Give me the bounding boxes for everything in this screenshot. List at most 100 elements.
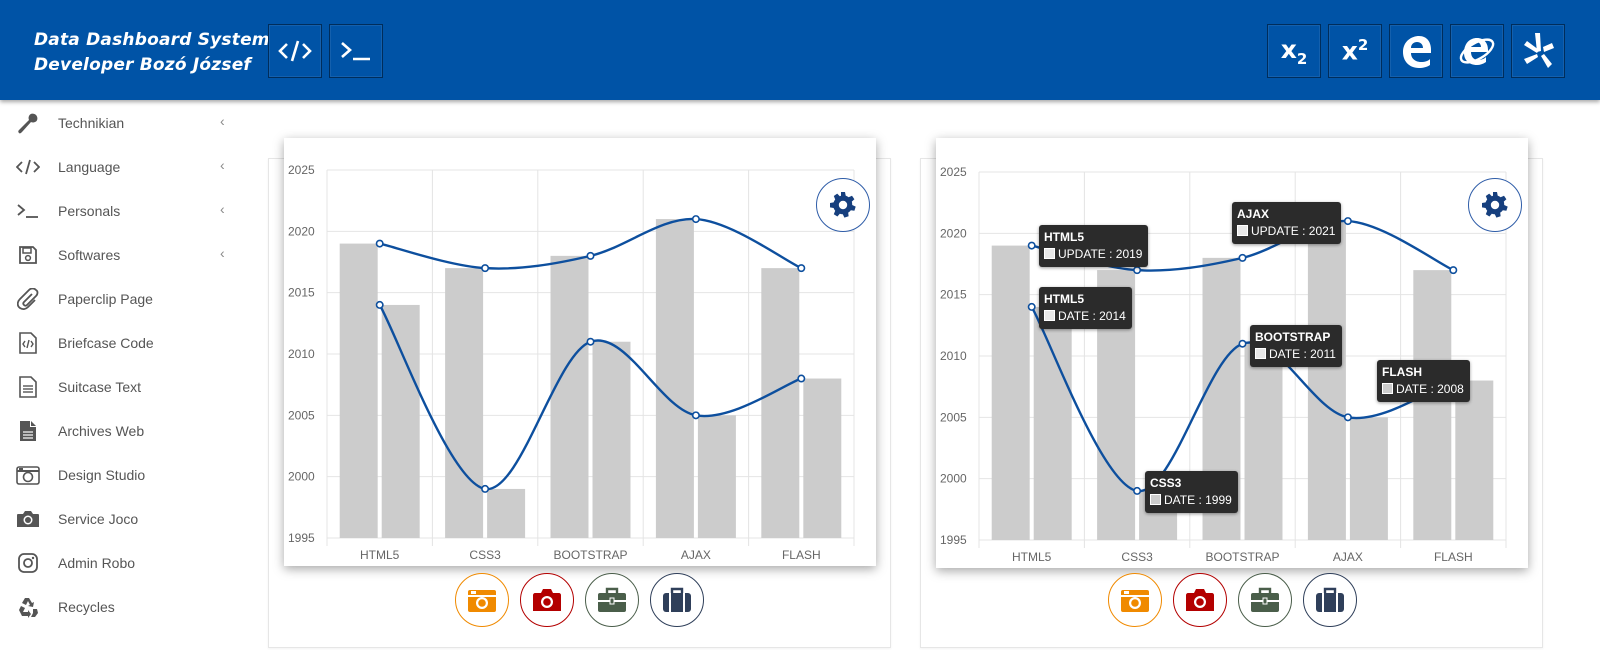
bar-update (1413, 270, 1452, 540)
sidebar-item-recycles[interactable]: Recycles (0, 585, 240, 629)
suitcase-icon (663, 587, 691, 612)
data-point (1238, 339, 1247, 348)
sidebar-item-archives-web[interactable]: Archives Web (0, 409, 240, 453)
briefcase-button[interactable] (585, 573, 639, 627)
camera-icon (533, 589, 561, 611)
data-point (586, 251, 595, 260)
data-point (481, 264, 490, 273)
sidebar-item-admin-robo[interactable]: Admin Robo (0, 541, 240, 585)
x-tick-label: AJAX (681, 548, 711, 562)
tooltip-text: UPDATE : 2021 (1251, 224, 1336, 238)
sidebar-item-language[interactable]: Language ‹ (0, 145, 240, 189)
edge-icon (1403, 36, 1431, 68)
suitcase-button[interactable] (1303, 573, 1357, 627)
file-text-icon (16, 375, 40, 399)
chevron-left-icon: ‹ (220, 113, 225, 129)
sidebar-item-design-studio[interactable]: Design Studio (0, 453, 240, 497)
yelp-button[interactable] (1511, 24, 1565, 78)
chart-tooltip: HTML5 UPDATE : 2019 (1039, 225, 1149, 267)
bar-update (1307, 221, 1346, 541)
chart-settings-button-right[interactable] (1468, 178, 1522, 232)
terminal-icon (341, 42, 370, 61)
bar-date (592, 341, 631, 538)
bar-date (803, 378, 842, 538)
code-button[interactable] (268, 24, 322, 78)
bar-update (991, 245, 1030, 540)
data-point (375, 300, 384, 309)
series-line-update (379, 217, 802, 270)
tooltip-text: UPDATE : 2019 (1058, 247, 1143, 261)
instagram-icon (16, 551, 40, 575)
data-point (1343, 413, 1352, 422)
y-tick-label: 2005 (940, 410, 967, 424)
camera-retro-icon (16, 463, 40, 487)
y-tick-label: 2020 (288, 224, 315, 238)
recycle-icon (16, 595, 40, 619)
superscript-button[interactable]: x2 (1328, 24, 1382, 78)
suitcase-button[interactable] (650, 573, 704, 627)
sidebar-item-label: Admin Robo (58, 555, 136, 571)
sidebar-item-briefcase-code[interactable]: Briefcase Code (0, 321, 240, 365)
camera-retro-button[interactable] (455, 573, 509, 627)
sidebar-item-personals[interactable]: Personals ‹ (0, 189, 240, 233)
tooltip-text: DATE : 1999 (1164, 493, 1232, 507)
file-icon (16, 419, 40, 443)
suitcase-icon (1316, 587, 1344, 612)
chart-settings-button-left[interactable] (816, 178, 870, 232)
x-tick-label: BOOTSTRAP (1205, 550, 1279, 564)
app-title-line2: Developer Bozó József (34, 55, 252, 75)
chart-card-right: 1995 2000 2005 2010 2015 2020 2025 HTML5 CSS3 BOO… (936, 138, 1528, 568)
subscript-button[interactable]: x2 (1267, 24, 1321, 78)
superscript-icon: x2 (1341, 36, 1369, 66)
y-tick-label: 2015 (288, 286, 315, 300)
data-point (1027, 241, 1036, 250)
data-point (691, 411, 700, 420)
sidebar: Technikian ‹ Language ‹ Personals ‹ Soft… (0, 101, 240, 650)
camera-retro-icon (468, 590, 496, 612)
data-point (1343, 217, 1352, 226)
tooltip-text: DATE : 2011 (1269, 347, 1336, 361)
chart-tooltip: BOOTSTRAP DATE : 2011 (1250, 325, 1342, 367)
series-line-date (378, 304, 802, 491)
data-point (375, 239, 384, 248)
data-point (481, 484, 490, 493)
data-point (1238, 253, 1247, 262)
sidebar-item-technikian[interactable]: Technikian ‹ (0, 101, 240, 145)
sidebar-item-label: Technikian (58, 115, 125, 131)
x-tick-label: CSS3 (469, 548, 501, 562)
bar-date (1244, 343, 1283, 540)
sidebar-item-service-joco[interactable]: Service Joco (0, 497, 240, 541)
floppy-disk-icon (16, 243, 40, 267)
sidebar-item-label: Service Joco (58, 511, 139, 527)
chart-card-left: 1995 2000 2005 2010 2015 2020 2025 HTML5 CSS3 BOO… (284, 138, 876, 566)
yelp-icon (1524, 33, 1554, 68)
tooltip-title: AJAX (1237, 207, 1270, 221)
camera-retro-button[interactable] (1108, 573, 1162, 627)
sidebar-item-paperclip-page[interactable]: Paperclip Page (0, 277, 240, 321)
bar-update (761, 268, 800, 538)
x-tick-label: AJAX (1333, 550, 1363, 564)
top-header: Data Dashboard System Developer Bozó Józ… (0, 0, 1600, 100)
bar-date (1455, 380, 1494, 540)
sidebar-item-label: Design Studio (58, 467, 146, 483)
sidebar-item-label: Suitcase Text (58, 379, 142, 395)
terminal-icon (16, 199, 40, 223)
briefcase-button[interactable] (1238, 573, 1292, 627)
internet-explorer-button[interactable] (1450, 24, 1504, 78)
paperclip-icon (16, 287, 40, 311)
y-tick-label: 1995 (940, 533, 967, 547)
data-point (691, 215, 700, 224)
bar-date (697, 415, 736, 538)
sidebar-item-softwares[interactable]: Softwares ‹ (0, 233, 240, 277)
sidebar-item-suitcase-text[interactable]: Suitcase Text (0, 365, 240, 409)
x-tick-label: HTML5 (1012, 550, 1052, 564)
file-code-icon (16, 331, 40, 355)
bar-date (487, 488, 526, 538)
camera-button[interactable] (1173, 573, 1227, 627)
bar-date (1033, 306, 1072, 540)
tooltip-title: BOOTSTRAP (1255, 330, 1331, 344)
camera-button[interactable] (520, 573, 574, 627)
edge-button[interactable] (1389, 24, 1443, 78)
terminal-button[interactable] (329, 24, 383, 78)
camera-icon (16, 507, 40, 531)
